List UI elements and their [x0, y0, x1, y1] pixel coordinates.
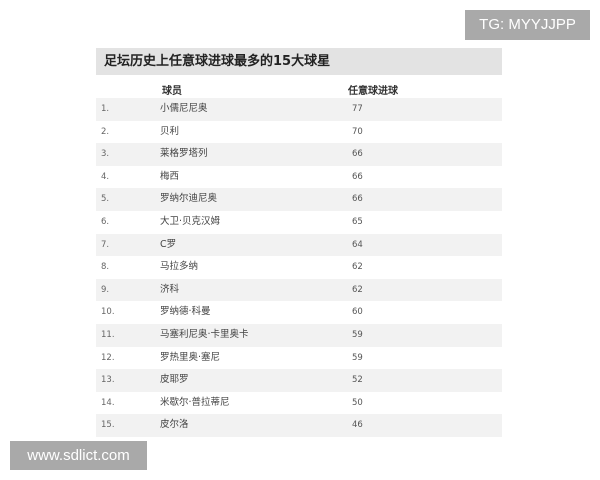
rank-cell: 11.: [101, 329, 115, 340]
table-row: 7. C罗 64: [96, 233, 502, 257]
goals-cell: 62: [352, 262, 363, 273]
rank-cell: 10.: [101, 307, 115, 318]
player-cell: 皮尔洛: [160, 419, 189, 431]
goals-cell: 64: [352, 239, 363, 250]
tg-watermark: TG: MYYJJPP: [465, 10, 590, 40]
table-row: 15. 皮尔洛 46: [96, 414, 502, 437]
goals-cell: 66: [352, 149, 363, 160]
table-row: 1. 小儒尼尼奥 77: [96, 98, 502, 121]
goals-cell: 52: [352, 375, 363, 386]
table-row: 14. 米歇尔·普拉蒂尼 50: [96, 392, 502, 415]
rank-cell: 1.: [101, 104, 110, 114]
goals-cell: 65: [352, 216, 363, 227]
table-header: 球员 任意球进球: [96, 79, 502, 97]
rank-cell: 7.: [101, 239, 110, 250]
table-row: 9. 济科 62: [96, 278, 502, 302]
player-cell: 皮耶罗: [160, 374, 189, 386]
player-cell: 罗热里奥·塞尼: [160, 351, 221, 363]
goals-cell: 50: [352, 397, 363, 408]
player-cell: 米歇尔·普拉蒂尼: [160, 396, 230, 408]
table-row: 13. 皮耶罗 52: [96, 369, 502, 392]
player-cell: 贝利: [160, 125, 180, 137]
goals-cell: 77: [352, 104, 363, 114]
goals-cell: 62: [352, 284, 363, 295]
goals-cell: 59: [352, 329, 363, 340]
table-row: 12. 罗热里奥·塞尼 59: [96, 347, 502, 370]
site-watermark: www.sdlict.com: [10, 441, 147, 470]
rank-cell: 15.: [101, 420, 115, 431]
rank-cell: 14.: [101, 397, 115, 408]
player-cell: 济科: [160, 283, 180, 295]
rank-cell: 13.: [101, 375, 115, 386]
player-cell: 莱格罗塔列: [160, 148, 208, 160]
rank-cell: 2.: [101, 126, 110, 137]
table-row: 11. 马塞利尼奥·卡里奥卡 59: [96, 323, 502, 347]
rank-cell: 6.: [101, 216, 110, 227]
table-row: 4. 梅西 66: [96, 166, 502, 189]
player-cell: 梅西: [160, 170, 180, 182]
table-title: 足坛历史上任意球进球最多的15大球星: [96, 48, 502, 75]
player-cell: 罗纳尔迪尼奥: [160, 193, 218, 205]
player-cell: 小儒尼尼奥: [160, 103, 208, 114]
goals-cell: 60: [352, 307, 363, 318]
header-goals: 任意球进球: [348, 86, 398, 97]
player-cell: 马塞利尼奥·卡里奥卡: [160, 328, 249, 340]
rank-cell: 4.: [101, 171, 110, 182]
table-body: 1. 小儒尼尼奥 77 2. 贝利 70 3. 莱格罗塔列 66 4. 梅西 66 5. 罗纳尔迪尼奥 66…: [96, 98, 502, 437]
table-row: 8. 马拉多纳 62: [96, 256, 502, 279]
goals-cell: 46: [352, 420, 363, 431]
table-row: 6. 大卫·贝克汉姆 65: [96, 211, 502, 234]
rank-cell: 12.: [101, 352, 115, 363]
player-cell: C罗: [160, 238, 177, 250]
goals-cell: 59: [352, 352, 363, 363]
player-cell: 大卫·贝克汉姆: [160, 215, 221, 227]
player-cell: 马拉多纳: [160, 261, 199, 273]
table-row: 10. 罗纳德·科曼 60: [96, 301, 502, 324]
table-row: 3. 莱格罗塔列 66: [96, 143, 502, 166]
header-player: 球员: [162, 86, 182, 97]
rank-cell: 8.: [101, 262, 110, 273]
rank-cell: 9.: [101, 284, 110, 295]
rank-cell: 5.: [101, 194, 110, 205]
table-row: 2. 贝利 70: [96, 121, 502, 144]
goals-cell: 66: [352, 194, 363, 205]
rank-cell: 3.: [101, 149, 110, 160]
goals-cell: 66: [352, 171, 363, 182]
goals-cell: 70: [352, 126, 363, 137]
player-cell: 罗纳德·科曼: [160, 306, 211, 318]
table-row: 5. 罗纳尔迪尼奥 66: [96, 188, 502, 211]
